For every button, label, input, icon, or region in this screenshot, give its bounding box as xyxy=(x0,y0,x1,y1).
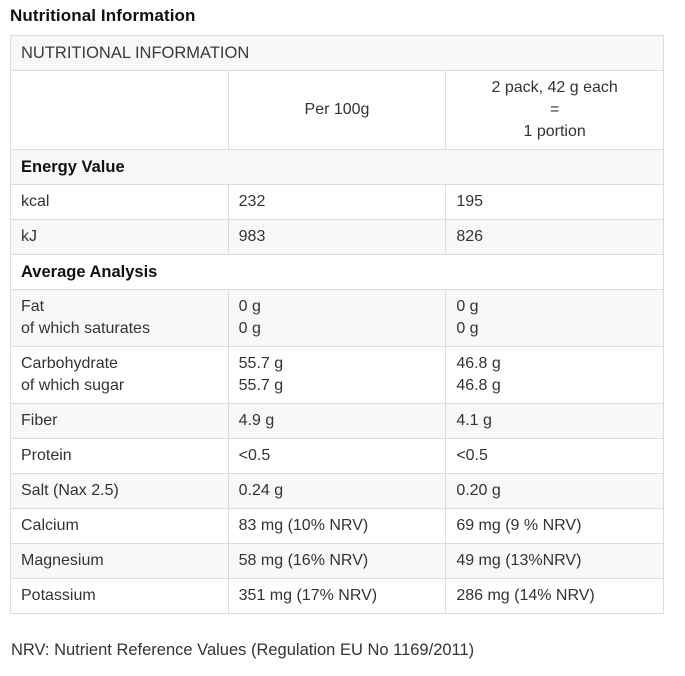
cell-portion: 4.1 g xyxy=(445,403,664,439)
cell-portion: 0 g 0 g xyxy=(445,289,664,347)
row-salt: Salt (Nax 2.5) 0.24 g 0.20 g xyxy=(10,473,664,509)
cell-per100: 58 mg (16% NRV) xyxy=(227,543,447,579)
cell-per100-line2: 55.7 g xyxy=(238,377,284,394)
cell-label: Protein xyxy=(10,438,229,474)
nutrition-table: NUTRITIONAL INFORMATION Per 100g 2 pack,… xyxy=(10,35,664,614)
nrv-footnote: NRV: Nutrient Reference Values (Regulati… xyxy=(11,641,475,659)
cell-per100-line1: 55.7 g xyxy=(238,355,284,372)
cell-label: Calcium xyxy=(10,508,229,544)
cell-label: Magnesium xyxy=(10,543,229,579)
cell-portion: 46.8 g 46.8 g xyxy=(445,346,664,404)
column-headers-row: Per 100g 2 pack, 42 g each = 1 portion xyxy=(10,70,664,150)
cell-label: Fiber xyxy=(10,403,229,439)
cell-per100: <0.5 xyxy=(227,438,447,474)
row-kcal: kcal 232 195 xyxy=(10,184,664,220)
cell-label-line1: Fat xyxy=(21,298,45,315)
cell-portion-line2: 0 g xyxy=(456,320,479,337)
col-header-portion-line1: 2 pack, 42 g each xyxy=(491,79,618,96)
row-fat: Fat of which saturates 0 g 0 g 0 g 0 g xyxy=(10,289,664,347)
table-header: NUTRITIONAL INFORMATION xyxy=(10,35,664,71)
row-potassium: Potassium 351 mg (17% NRV) 286 mg (14% N… xyxy=(10,578,664,614)
cell-label: kJ xyxy=(10,219,229,255)
col-header-per100: Per 100g xyxy=(227,70,447,150)
cell-label: Carbohydrate of which sugar xyxy=(10,346,229,404)
cell-per100: 0.24 g xyxy=(227,473,447,509)
cell-portion: <0.5 xyxy=(445,438,664,474)
section-title-analysis: Average Analysis xyxy=(10,254,664,290)
cell-portion: 826 xyxy=(445,219,664,255)
row-kj: kJ 983 826 xyxy=(10,219,664,255)
row-protein: Protein <0.5 <0.5 xyxy=(10,438,664,474)
cell-label: Potassium xyxy=(10,578,229,614)
cell-per100: 232 xyxy=(227,184,447,220)
cell-per100: 55.7 g 55.7 g xyxy=(227,346,447,404)
cell-portion-line1: 46.8 g xyxy=(456,355,501,372)
cell-per100: 0 g 0 g xyxy=(227,289,447,347)
row-magnesium: Magnesium 58 mg (16% NRV) 49 mg (13%NRV) xyxy=(10,543,664,579)
cell-portion: 69 mg (9 % NRV) xyxy=(445,508,664,544)
cell-per100: 983 xyxy=(227,219,447,255)
col-header-portion-line2: = xyxy=(549,101,560,118)
cell-portion: 49 mg (13%NRV) xyxy=(445,543,664,579)
cell-portion-line2: 46.8 g xyxy=(456,377,501,394)
cell-label: kcal xyxy=(10,184,229,220)
cell-per100: 83 mg (10% NRV) xyxy=(227,508,447,544)
cell-per100: 4.9 g xyxy=(227,403,447,439)
section-row-analysis: Average Analysis xyxy=(10,254,664,290)
cell-label: Salt (Nax 2.5) xyxy=(10,473,229,509)
cell-portion: 0.20 g xyxy=(445,473,664,509)
cell-per100-line2: 0 g xyxy=(238,320,261,337)
row-carbohydrate: Carbohydrate of which sugar 55.7 g 55.7 … xyxy=(10,346,664,404)
cell-per100: 351 mg (17% NRV) xyxy=(227,578,447,614)
row-calcium: Calcium 83 mg (10% NRV) 69 mg (9 % NRV) xyxy=(10,508,664,544)
cell-portion: 286 mg (14% NRV) xyxy=(445,578,664,614)
page-title: Nutritional Information xyxy=(10,6,196,25)
row-fiber: Fiber 4.9 g 4.1 g xyxy=(10,403,664,439)
section-title-energy: Energy Value xyxy=(10,149,664,185)
col-header-empty xyxy=(10,70,229,150)
page-container: Nutritional Information NUTRITIONAL INFO… xyxy=(10,6,664,659)
col-header-portion-line3: 1 portion xyxy=(523,123,586,140)
cell-label-line2: of which saturates xyxy=(21,320,150,337)
cell-per100-line1: 0 g xyxy=(238,298,261,315)
cell-label-line1: Carbohydrate xyxy=(21,355,118,372)
section-row-energy: Energy Value xyxy=(10,149,664,185)
cell-portion: 195 xyxy=(445,184,664,220)
cell-portion-line1: 0 g xyxy=(456,298,479,315)
col-header-portion: 2 pack, 42 g each = 1 portion xyxy=(445,70,664,150)
table-header-row: NUTRITIONAL INFORMATION xyxy=(10,35,664,71)
cell-label-line2: of which sugar xyxy=(21,377,125,394)
cell-label: Fat of which saturates xyxy=(10,289,229,347)
